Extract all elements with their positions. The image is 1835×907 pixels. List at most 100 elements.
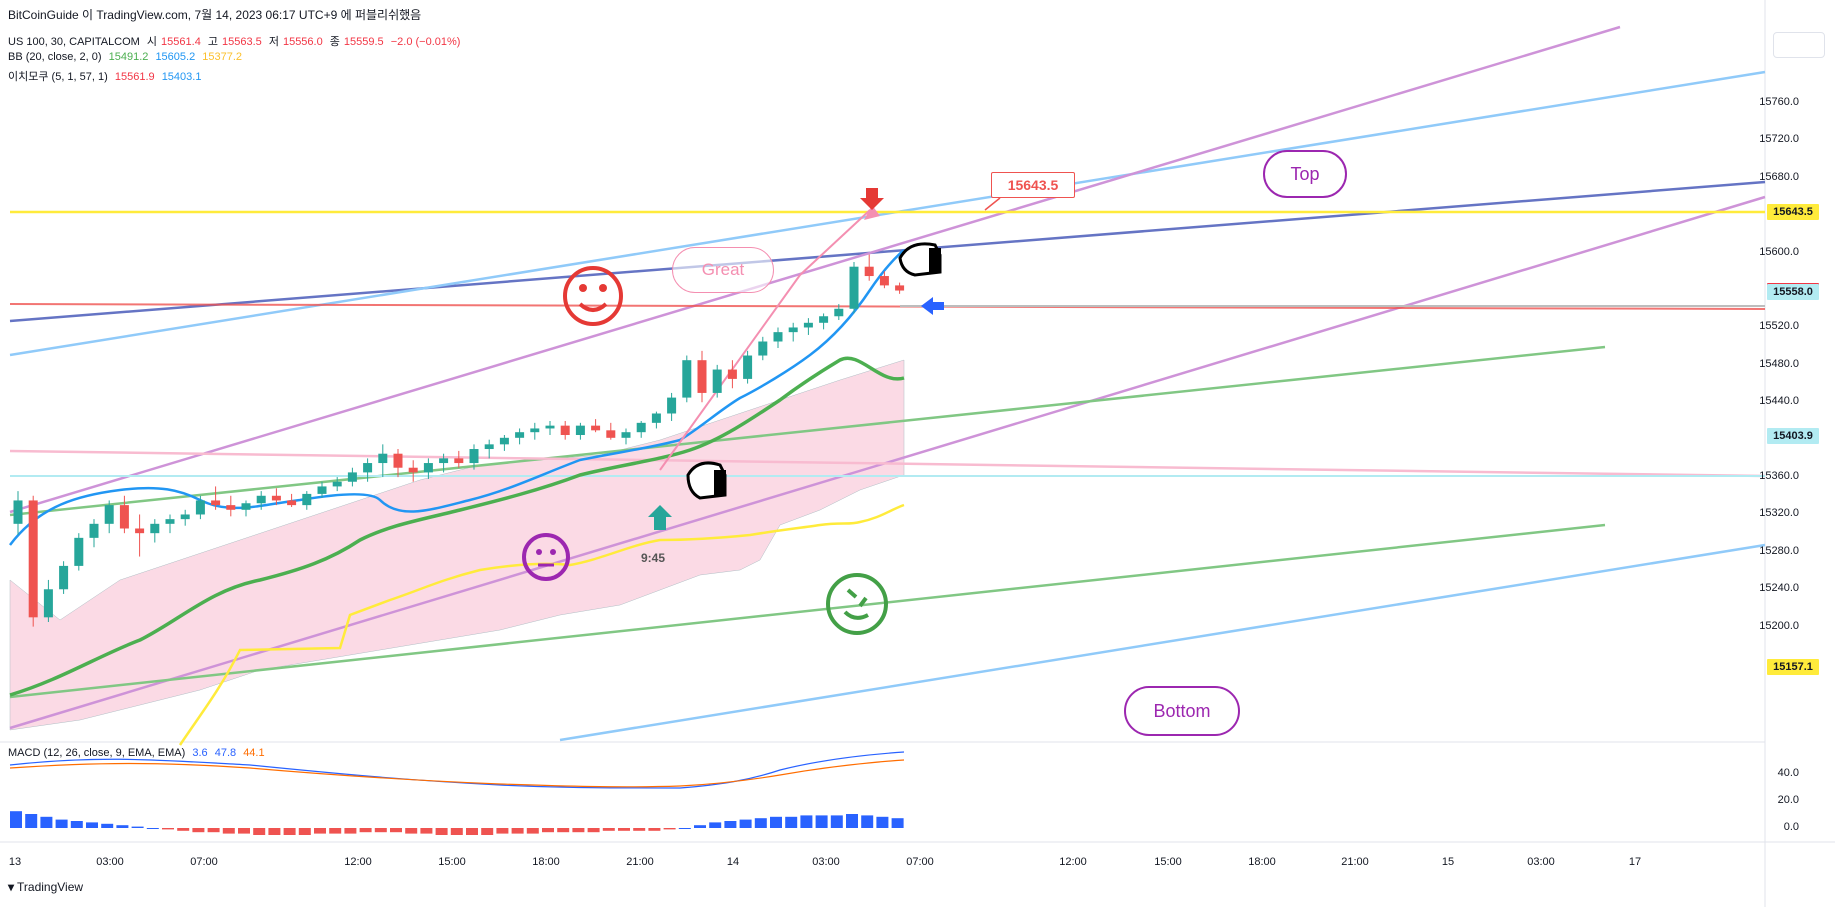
down-arrow-icon: [860, 188, 884, 210]
candle: [89, 523, 99, 538]
price-label: 15157.1: [1767, 658, 1819, 675]
macd-pane: [9, 751, 905, 835]
candle: [104, 505, 114, 524]
trendline-green-upper[interactable]: [9, 345, 1606, 517]
ichimoku-legend[interactable]: 이치모쿠 (5, 1, 57, 1) 15561.9 15403.1: [8, 68, 205, 84]
bb-legend[interactable]: BB (20, close, 2, 0) 15491.2 15605.2 153…: [8, 51, 246, 63]
brand-text: TradingView: [17, 880, 84, 894]
time-note: 9:45: [641, 551, 666, 565]
macd-bar: [557, 828, 570, 833]
macd-bar: [526, 828, 539, 834]
trendline-pink[interactable]: [9, 449, 1766, 478]
macd-bar: [283, 828, 296, 835]
candle: [119, 505, 129, 529]
symbol-legend[interactable]: US 100, 30, CAPITALCOM 시 15561.4 고 15563.5…: [8, 33, 464, 49]
price-callout-box[interactable]: 15643.5: [991, 172, 1075, 198]
symbol-name: US 100, 30, CAPITALCOM: [8, 36, 140, 48]
candle: [606, 430, 616, 438]
candle: [241, 503, 251, 510]
macd-bar: [207, 828, 220, 833]
open-value: 15561.4: [161, 36, 201, 48]
candle: [651, 413, 661, 423]
macd-bar: [694, 825, 706, 828]
layout-button[interactable]: [1773, 32, 1825, 58]
candle: [499, 437, 509, 445]
macd-bar: [815, 815, 828, 828]
macd-label: MACD (12, 26, close, 9, EMA, EMA): [8, 747, 186, 759]
macd-legend[interactable]: MACD (12, 26, close, 9, EMA, EMA) 3.6 47…: [8, 747, 269, 759]
candle: [195, 500, 205, 515]
time-tick: 13: [8, 856, 22, 868]
candle: [803, 322, 813, 328]
great-bubble[interactable]: Great: [672, 247, 774, 293]
bb-upper-line: [9, 249, 905, 546]
macd-bar: [800, 815, 813, 828]
candle: [165, 519, 175, 524]
price-tick: 15200.0: [1759, 619, 1799, 632]
trendline-purple-upper[interactable]: [9, 25, 1621, 514]
candle: [743, 355, 753, 379]
candle: [439, 458, 449, 464]
hline-red[interactable]: [9, 303, 1766, 310]
macd-bar: [450, 828, 463, 835]
candle: [849, 266, 859, 309]
macd-bar: [70, 821, 83, 828]
bottom-bubble[interactable]: Bottom: [1124, 686, 1240, 736]
trendline-lightblue-upper[interactable]: [9, 70, 1766, 357]
macd-bar: [602, 828, 615, 831]
candle: [560, 425, 570, 435]
signal-line: [9, 759, 905, 788]
candle: [697, 360, 707, 393]
candle: [43, 589, 53, 618]
projection-line-2: [799, 209, 871, 276]
ichimoku-v2: 15403.1: [161, 71, 202, 83]
top-bubble[interactable]: Top: [1263, 150, 1347, 198]
candle: [545, 425, 555, 429]
candle: [667, 397, 677, 414]
candle: [515, 432, 525, 438]
macd-bar: [40, 816, 53, 828]
candle: [180, 514, 190, 520]
candle: [879, 276, 889, 286]
time-tick: 12:00: [344, 856, 372, 868]
macd-tick: 40.0: [1777, 767, 1799, 779]
candle: [773, 332, 783, 342]
candle: [712, 369, 722, 393]
macd-bar: [55, 819, 68, 828]
bb-label: BB (20, close, 2, 0): [8, 51, 102, 63]
price-tick: 15680.0: [1759, 170, 1799, 183]
macd-bar: [131, 826, 144, 828]
macd-bar: [542, 828, 554, 833]
macd-bar: [374, 828, 387, 833]
candle: [454, 458, 464, 464]
candle: [423, 463, 433, 473]
candle: [150, 523, 160, 534]
price-label: 15558.0: [1767, 283, 1819, 300]
macd-bar: [116, 825, 129, 828]
trendline-navy[interactable]: [9, 180, 1766, 323]
candle: [727, 369, 737, 379]
bb-lower-value: 15377.2: [202, 51, 243, 63]
time-tick: 03:00: [1527, 856, 1555, 868]
macd-bar: [678, 828, 691, 829]
macd-bar: [177, 828, 190, 831]
price-tick: 15480.0: [1759, 357, 1799, 370]
candle: [59, 565, 69, 590]
macd-v1: 3.6: [192, 747, 208, 759]
macd-bar: [86, 822, 98, 828]
price-tick: 15600.0: [1759, 245, 1799, 258]
candle: [469, 449, 479, 464]
candle: [788, 327, 798, 333]
footer-brand[interactable]: ▾ TradingView: [8, 880, 83, 894]
macd-bar: [572, 828, 585, 833]
price-tick: 15520.0: [1759, 320, 1799, 333]
trendline-green-lower[interactable]: [9, 523, 1606, 699]
macd-bar: [724, 821, 737, 828]
candle: [74, 537, 84, 566]
trendline-lightblue-lower[interactable]: [559, 543, 1766, 742]
macd-line: [9, 751, 905, 789]
candle: [636, 422, 646, 433]
candle: [895, 285, 905, 291]
low-label: 저: [268, 36, 279, 48]
